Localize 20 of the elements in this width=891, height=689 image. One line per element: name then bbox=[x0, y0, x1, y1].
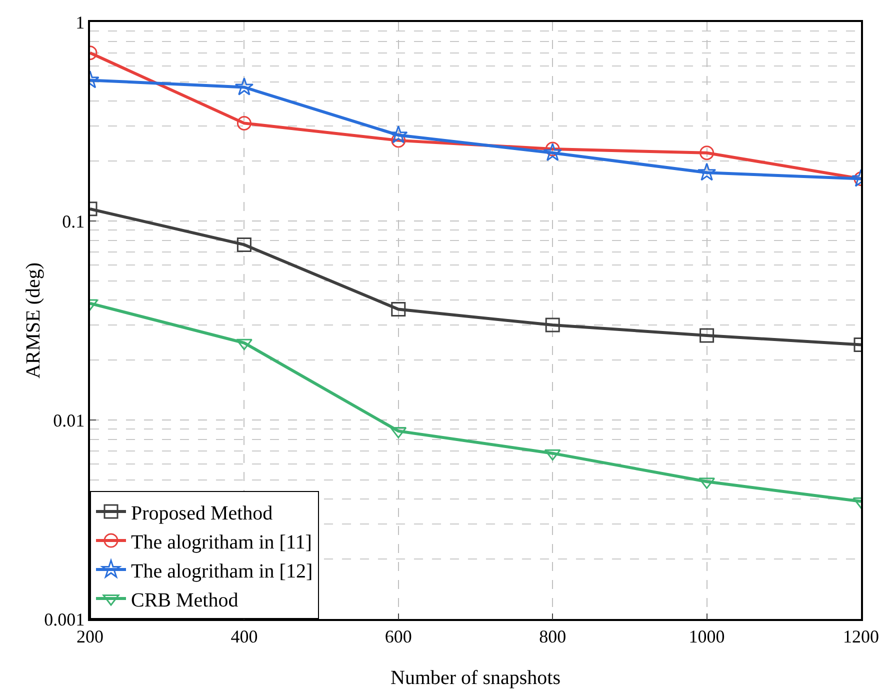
point bbox=[389, 125, 408, 144]
point bbox=[391, 302, 406, 317]
point bbox=[543, 143, 562, 161]
x-tick-label: 800 bbox=[539, 626, 566, 646]
legend-label: The alogritham in [12] bbox=[131, 560, 313, 582]
legend-label: The alogritham in [11] bbox=[131, 531, 312, 554]
y-tick-label: 0.1 bbox=[62, 211, 85, 232]
x-tick-label: 1000 bbox=[688, 626, 725, 646]
x-tick-label: 600 bbox=[384, 626, 412, 646]
point bbox=[391, 133, 406, 148]
point bbox=[545, 318, 560, 332]
point bbox=[544, 449, 561, 461]
legend-label: Proposed Method bbox=[131, 502, 273, 524]
y-axis-title: ARMSE (deg) bbox=[22, 262, 44, 379]
y-tick-label: 1 bbox=[76, 12, 85, 32]
x-tick-label: 1200 bbox=[843, 626, 879, 646]
x-axis-title: Number of snapshots bbox=[390, 667, 561, 689]
y-tick-label: 0.01 bbox=[53, 410, 85, 430]
legend-label: CRB Method bbox=[131, 589, 238, 612]
x-tick-label: 400 bbox=[230, 626, 258, 646]
